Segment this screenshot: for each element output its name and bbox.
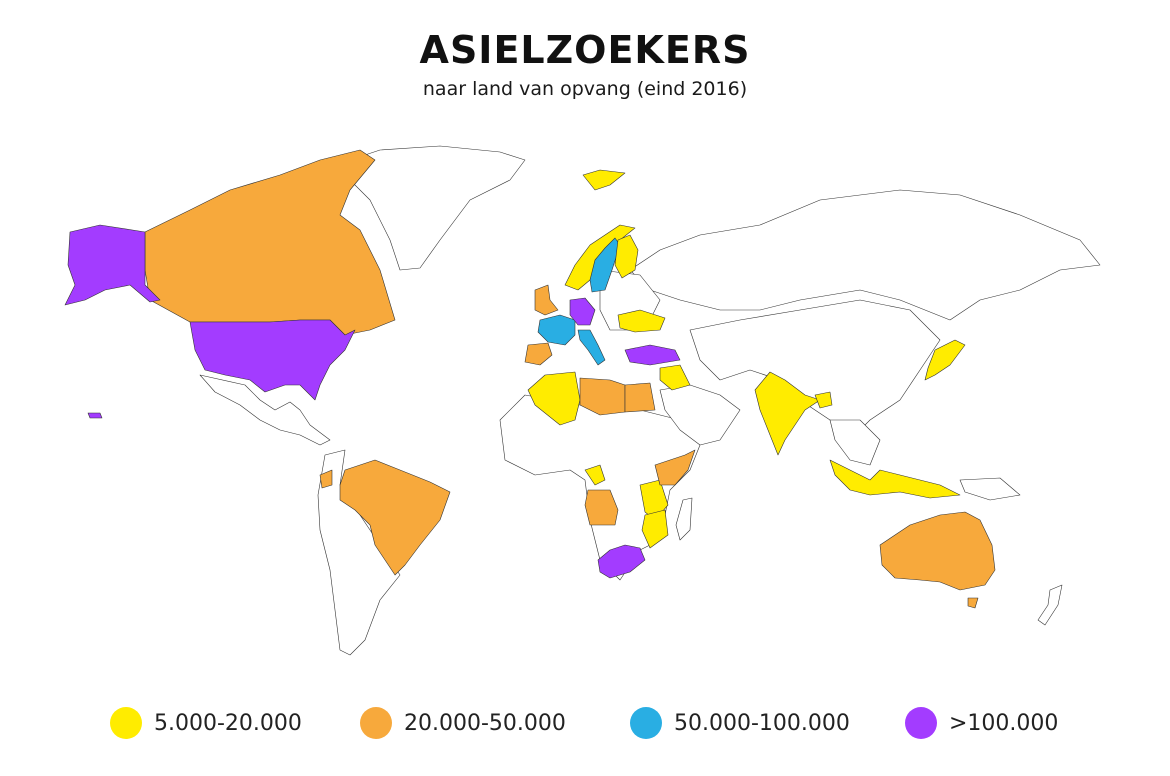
egypt <box>624 382 656 413</box>
southeast-asia-mainland <box>829 419 881 466</box>
legend-label-4: >100.000 <box>949 710 1059 736</box>
map-subtitle: naar land van opvang (eind 2016) <box>422 78 748 100</box>
legend-label-3: 50.000-100.000 <box>674 710 850 736</box>
legend-item-1: 5.000-20.000 <box>110 705 302 741</box>
papua <box>959 477 1021 501</box>
brazil <box>339 459 451 576</box>
legend-label-2: 20.000-50.000 <box>404 710 566 736</box>
japan <box>924 339 966 381</box>
hawaii <box>87 412 103 419</box>
russia <box>629 189 1101 321</box>
ethiopia <box>654 449 696 486</box>
legend-dot-1 <box>110 707 142 739</box>
world-map <box>64 145 1101 656</box>
svalbard <box>582 169 626 191</box>
bangladesh <box>814 391 833 409</box>
united-states <box>189 319 356 401</box>
tasmania <box>967 597 979 609</box>
asia-other <box>689 299 941 441</box>
legend-dot-4 <box>905 707 937 739</box>
legend-item-2: 20.000-50.000 <box>360 705 566 741</box>
legend-item-3: 50.000-100.000 <box>630 705 850 741</box>
legend: 5.000-20.000 20.000-50.000 50.000-100.00… <box>0 705 1170 745</box>
legend-dot-3 <box>630 707 662 739</box>
greenland <box>349 145 526 271</box>
madagascar <box>675 497 693 541</box>
legend-label-1: 5.000-20.000 <box>154 710 302 736</box>
india <box>754 371 821 456</box>
italy <box>577 329 606 366</box>
finland <box>614 234 639 279</box>
new-zealand <box>1037 584 1063 626</box>
ecuador <box>319 469 333 489</box>
legend-dot-2 <box>360 707 392 739</box>
classified-countries <box>64 149 996 609</box>
alaska <box>64 224 161 306</box>
ukraine <box>617 309 666 333</box>
canada <box>144 149 396 336</box>
mexico-central-america <box>199 374 331 446</box>
algeria <box>527 371 581 426</box>
iraq <box>659 364 691 391</box>
australia <box>879 511 996 591</box>
middle-east <box>659 384 741 446</box>
spain <box>524 342 553 366</box>
tanzania <box>641 509 669 549</box>
united-kingdom <box>534 284 559 316</box>
indonesia <box>829 459 961 499</box>
south-africa <box>597 544 646 579</box>
france <box>537 314 576 346</box>
legend-item-4: >100.000 <box>905 705 1058 741</box>
turkey <box>624 344 681 366</box>
map-title: ASIELZOEKERS <box>419 28 751 72</box>
angola <box>584 489 619 526</box>
germany <box>569 297 596 326</box>
congo <box>584 464 606 486</box>
africa-other <box>499 394 701 581</box>
